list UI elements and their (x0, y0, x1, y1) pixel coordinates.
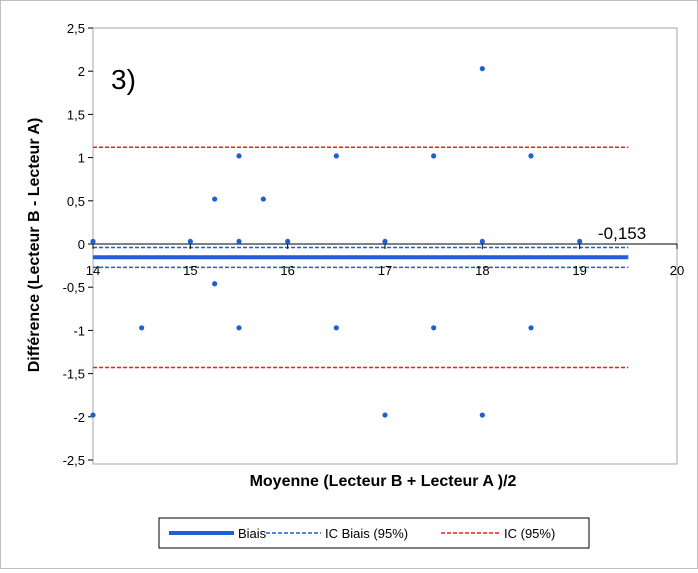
x-axis-title: Moyenne (Lecteur B + Lecteur A )/2 (250, 473, 517, 490)
y-tick-label: 1,5 (67, 107, 85, 122)
bias-value-label: -0,153 (598, 224, 646, 243)
legend-label-ic-biais: IC Biais (95%) (325, 526, 408, 541)
data-point (236, 238, 242, 245)
data-point (577, 238, 583, 245)
data-point (236, 153, 242, 159)
legend-label-biais: Biais (238, 526, 267, 541)
data-point (90, 412, 96, 418)
y-tick-label: -0,5 (63, 280, 85, 295)
data-point (333, 325, 339, 331)
data-point (285, 238, 291, 245)
panel-label: 3) (111, 64, 136, 95)
data-point (479, 412, 485, 418)
data-point (479, 238, 485, 245)
axes: 2,5 2 1,5 1 0,5 0 -0,5 -1 -1,5 -2 -2,5 14 15 16 17 18 19… (63, 21, 685, 468)
x-tick-label: 15 (183, 263, 197, 278)
x-tick-label: 18 (475, 263, 489, 278)
data-point (479, 66, 485, 72)
y-tick-label: 2,5 (67, 21, 85, 36)
data-point (212, 196, 218, 202)
y-axis-title: Différence (Lecteur B - Lecteur A) (26, 118, 43, 373)
legend-label-ic: IC (95%) (504, 526, 555, 541)
reference-lines (93, 146, 629, 369)
legend: Biais IC Biais (95%) IC (95%) (158, 517, 590, 549)
x-tick-label: 19 (572, 263, 586, 278)
data-point (528, 153, 534, 159)
y-tick-label: -2,5 (63, 453, 85, 468)
data-point (333, 153, 339, 159)
data-point (236, 325, 242, 331)
data-point (90, 238, 96, 245)
y-tick-label: -2 (73, 410, 85, 425)
data-point (212, 281, 218, 287)
data-point (260, 196, 266, 202)
y-tick-label: 0,5 (67, 194, 85, 209)
data-point (187, 238, 193, 245)
y-tick-label: 2 (78, 64, 85, 79)
data-point (528, 325, 534, 331)
data-point (431, 153, 437, 159)
data-points (90, 66, 583, 418)
data-point (382, 238, 388, 245)
x-tick-label: 17 (378, 263, 392, 278)
x-tick-label: 16 (280, 263, 294, 278)
y-tick-label: -1 (73, 323, 85, 338)
data-point (382, 412, 388, 418)
x-tick-label: 20 (670, 263, 684, 278)
data-point (431, 325, 437, 331)
y-tick-label: 1 (78, 151, 85, 166)
y-tick-label: -1,5 (63, 367, 85, 382)
x-tick-label: 14 (86, 263, 100, 278)
data-point (139, 325, 145, 331)
y-tick-label: 0 (78, 237, 85, 252)
